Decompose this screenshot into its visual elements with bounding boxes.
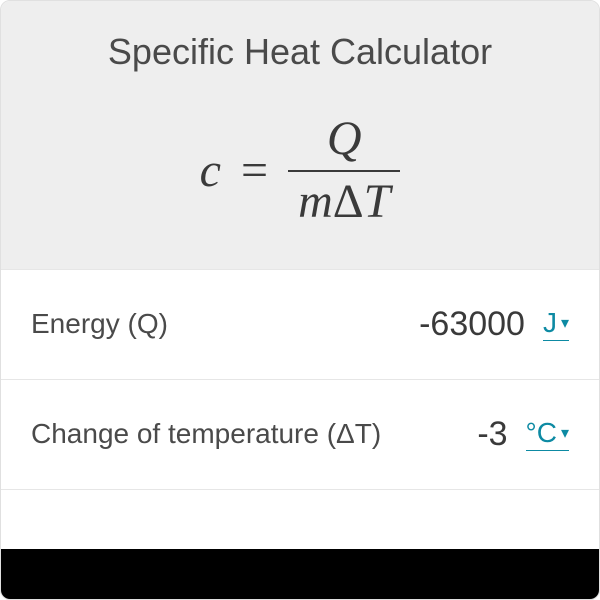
energy-unit-dropdown[interactable]: J ▾ <box>543 307 569 341</box>
formula-lhs: c <box>200 143 221 198</box>
row-delta-t: Change of temperature (ΔT) °C ▾ <box>1 380 599 490</box>
bottom-bar <box>1 549 599 599</box>
delta-t-controls: °C ▾ <box>438 415 569 454</box>
delta-t-unit-text: °C <box>526 417 557 449</box>
energy-input[interactable] <box>365 305 525 344</box>
formula-numerator: Q <box>317 113 372 170</box>
formula: c = Q mΔT <box>31 113 569 229</box>
chevron-down-icon: ▾ <box>561 423 569 443</box>
energy-label: Energy (Q) <box>31 308 168 340</box>
formula-den-T: T <box>364 175 391 228</box>
calculator-card: Specific Heat Calculator c = Q mΔT Energ… <box>0 0 600 600</box>
formula-equals: = <box>241 143 268 198</box>
chevron-down-icon: ▾ <box>561 313 569 333</box>
formula-den-m: m <box>298 175 333 228</box>
formula-denominator: mΔT <box>288 170 400 229</box>
page-title: Specific Heat Calculator <box>31 31 569 73</box>
formula-den-delta: Δ <box>333 175 364 228</box>
formula-fraction: Q mΔT <box>288 113 400 229</box>
calculator-header: Specific Heat Calculator c = Q mΔT <box>1 1 599 270</box>
delta-t-unit-dropdown[interactable]: °C ▾ <box>526 417 569 451</box>
energy-unit-text: J <box>543 307 557 339</box>
delta-t-input[interactable] <box>438 415 508 454</box>
energy-controls: J ▾ <box>365 305 569 344</box>
delta-t-label: Change of temperature (ΔT) <box>31 418 381 450</box>
row-energy: Energy (Q) J ▾ <box>1 270 599 380</box>
